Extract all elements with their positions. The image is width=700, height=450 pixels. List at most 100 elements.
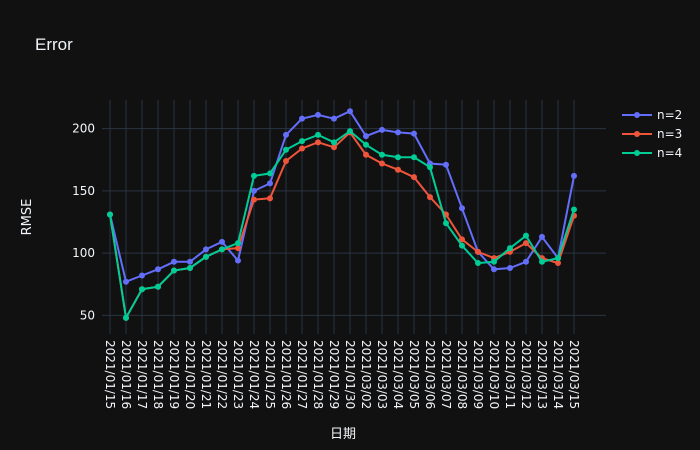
data-point[interactable]: [523, 240, 529, 247]
legend-marker-swatch: [634, 112, 640, 118]
x-tick-label: 2021/01/30: [343, 340, 357, 409]
data-point[interactable]: [107, 211, 113, 218]
data-point[interactable]: [427, 164, 433, 171]
x-tick-label: 2021/03/14: [551, 340, 565, 409]
data-point[interactable]: [171, 258, 177, 265]
data-point[interactable]: [363, 141, 369, 148]
data-point[interactable]: [331, 144, 337, 151]
data-point[interactable]: [427, 194, 433, 201]
legend-item-n=3[interactable]: n=3: [622, 127, 682, 141]
x-tick-label: 2021/01/16: [119, 340, 133, 409]
data-point[interactable]: [155, 266, 161, 273]
y-tick-label: 50: [80, 308, 95, 322]
data-point[interactable]: [155, 283, 161, 290]
data-point[interactable]: [123, 278, 129, 285]
x-tick-label: 2021/03/12: [519, 340, 533, 409]
data-point[interactable]: [299, 138, 305, 145]
data-point[interactable]: [251, 187, 257, 194]
data-point[interactable]: [123, 314, 129, 321]
data-point[interactable]: [331, 115, 337, 122]
data-point[interactable]: [411, 130, 417, 137]
data-point[interactable]: [539, 233, 545, 240]
data-point[interactable]: [395, 129, 401, 136]
data-point[interactable]: [507, 265, 513, 272]
data-point[interactable]: [299, 145, 305, 152]
data-point[interactable]: [459, 242, 465, 249]
legend-item-n=2[interactable]: n=2: [622, 108, 682, 122]
legend-item-n=4[interactable]: n=4: [622, 146, 682, 160]
data-point[interactable]: [283, 146, 289, 153]
data-point[interactable]: [571, 206, 577, 213]
data-point[interactable]: [363, 133, 369, 140]
data-point[interactable]: [235, 245, 241, 252]
x-tick-label: 2021/03/11: [503, 340, 517, 409]
data-point[interactable]: [411, 154, 417, 161]
data-point[interactable]: [235, 257, 241, 264]
data-point[interactable]: [379, 151, 385, 158]
data-point[interactable]: [539, 258, 545, 265]
data-point[interactable]: [203, 253, 209, 260]
data-point[interactable]: [555, 260, 561, 267]
x-tick-label: 2021/01/26: [279, 340, 293, 409]
data-point[interactable]: [203, 246, 209, 253]
data-point[interactable]: [251, 172, 257, 179]
data-point[interactable]: [411, 174, 417, 181]
data-point[interactable]: [523, 232, 529, 239]
data-point[interactable]: [315, 131, 321, 138]
x-tick-label: 2021/03/06: [423, 340, 437, 409]
data-point[interactable]: [395, 166, 401, 173]
x-tick-label: 2021/03/05: [407, 340, 421, 409]
data-point[interactable]: [171, 267, 177, 274]
data-point[interactable]: [347, 128, 353, 135]
data-point[interactable]: [187, 265, 193, 272]
data-point[interactable]: [363, 151, 369, 158]
data-point[interactable]: [283, 131, 289, 138]
data-point[interactable]: [443, 220, 449, 227]
data-point[interactable]: [475, 248, 481, 255]
data-point[interactable]: [523, 258, 529, 265]
x-tick-label: 2021/01/15: [103, 340, 117, 409]
x-tick-label: 2021/01/27: [295, 340, 309, 409]
data-point[interactable]: [267, 170, 273, 177]
data-point[interactable]: [555, 255, 561, 262]
data-point[interactable]: [251, 196, 257, 203]
data-point[interactable]: [235, 240, 241, 247]
y-tick-label: 100: [72, 246, 95, 260]
data-point[interactable]: [315, 139, 321, 146]
data-point[interactable]: [379, 126, 385, 133]
data-point[interactable]: [443, 161, 449, 168]
plot-area: [107, 108, 577, 321]
x-tick-label: 2021/01/21: [199, 340, 213, 409]
data-point[interactable]: [219, 238, 225, 245]
legend-label: n=4: [657, 146, 682, 160]
data-point[interactable]: [459, 205, 465, 212]
y-axis-title: RMSE: [20, 199, 35, 236]
data-point[interactable]: [491, 258, 497, 265]
x-tick-label: 2021/03/03: [375, 340, 389, 409]
data-point[interactable]: [331, 139, 337, 146]
x-tick-label: 2021/01/20: [183, 340, 197, 409]
data-point[interactable]: [379, 160, 385, 167]
x-tick-label: 2021/03/07: [439, 340, 453, 409]
data-point[interactable]: [347, 108, 353, 115]
data-point[interactable]: [475, 260, 481, 267]
legend[interactable]: n=2 n=3 n=4: [622, 108, 682, 160]
data-point[interactable]: [315, 111, 321, 118]
data-point[interactable]: [299, 115, 305, 122]
chart-title: Error: [35, 35, 73, 54]
data-point[interactable]: [267, 195, 273, 202]
x-tick-label: 2021/03/08: [455, 340, 469, 409]
data-point[interactable]: [267, 180, 273, 187]
data-point[interactable]: [571, 172, 577, 179]
data-point[interactable]: [459, 236, 465, 243]
data-point[interactable]: [491, 266, 497, 273]
data-point[interactable]: [395, 154, 401, 161]
data-point[interactable]: [187, 258, 193, 265]
data-point[interactable]: [139, 286, 145, 293]
data-point[interactable]: [507, 245, 513, 252]
data-point[interactable]: [283, 157, 289, 164]
x-tick-label: 2021/03/09: [471, 340, 485, 409]
data-point[interactable]: [139, 272, 145, 279]
data-point[interactable]: [219, 246, 225, 253]
